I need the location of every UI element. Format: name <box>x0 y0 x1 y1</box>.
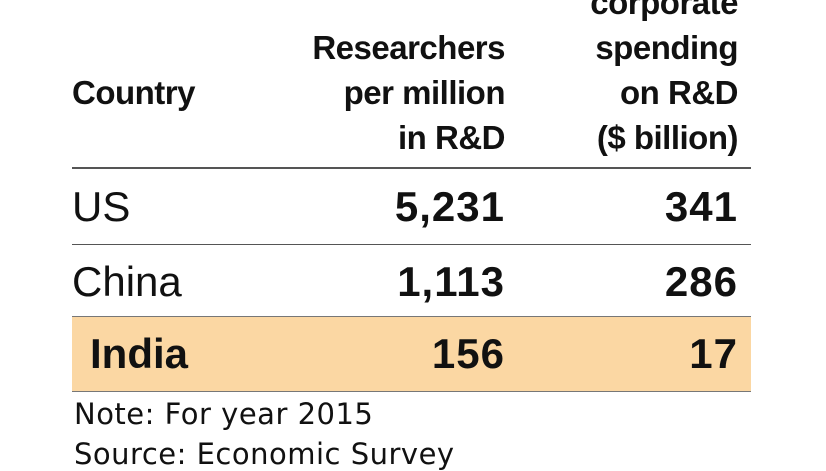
header-line: Researchers <box>312 29 505 66</box>
header-researchers: Researchers per million in R&D <box>312 25 505 160</box>
header-country: Country <box>72 74 196 111</box>
note: Note: For year 2015 <box>74 397 374 431</box>
value-cell: 17 <box>689 330 738 377</box>
highlight-row <box>72 316 751 392</box>
value-cell: 341 <box>664 183 738 230</box>
row-rule <box>72 244 751 245</box>
country-cell: India <box>90 330 189 377</box>
country-cell: US <box>72 183 131 230</box>
source: Source: Economic Survey <box>74 437 455 471</box>
header-line: on R&D <box>620 74 738 111</box>
header-line: corporate <box>590 0 738 21</box>
header-rule <box>72 167 751 169</box>
value-cell: 5,231 <box>394 183 505 230</box>
header-line: spending <box>595 29 738 66</box>
header-spending: corporate spending on R&D ($ billion) <box>590 0 738 160</box>
value-cell: 1,113 <box>397 258 505 305</box>
header-line: in R&D <box>398 119 505 156</box>
value-cell: 286 <box>664 258 738 305</box>
value-cell: 156 <box>431 330 505 377</box>
header-line: ($ billion) <box>596 119 739 156</box>
country-cell: China <box>72 258 182 305</box>
header-line: per million <box>343 74 506 111</box>
